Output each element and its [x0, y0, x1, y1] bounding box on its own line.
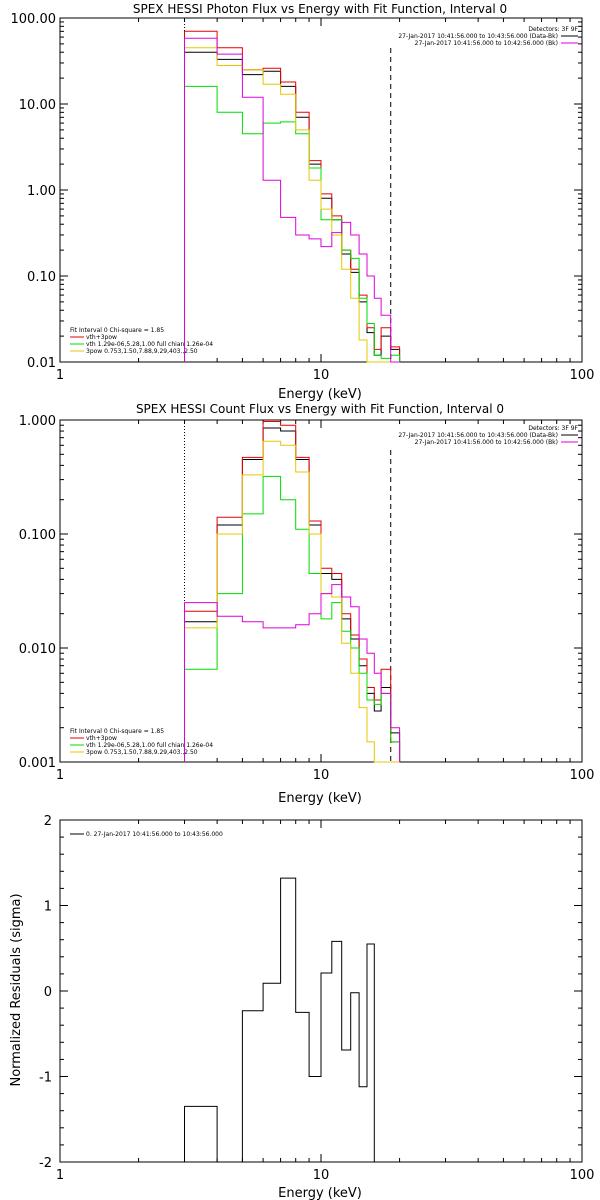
count-flux-x-tick-label: 100 — [570, 768, 595, 783]
residuals-x-tick-label: 1 — [56, 1168, 64, 1183]
photon-fit-legend-2: vth 1.29e-06,5.28,1.00 full chian 1.26e-… — [86, 341, 213, 348]
photon-fit-legend-1: vth+3pow — [86, 334, 117, 341]
photon-flux-y-tick-label: 0.01 — [27, 356, 56, 371]
count-flux-y-tick-label: 0.100 — [19, 528, 56, 543]
residuals-y-tick-label: 0 — [44, 985, 52, 1000]
residuals-y-tick-label: 2 — [44, 814, 52, 829]
photon-time-label-bk: 27-Jan-2017 10:41:56.000 to 10:42:56.000… — [415, 40, 558, 47]
photon-time-label-data: 27-Jan-2017 10:41:56.000 to 10:43:56.000… — [398, 33, 558, 40]
photon-flux-panel: SPEX HESSI Photon Flux vs Energy with Fi… — [11, 2, 595, 402]
residuals-ylabel: Normalized Residuals (sigma) — [9, 893, 24, 1086]
count-flux-x-tick-label: 10 — [313, 768, 330, 783]
residuals-y-tick-label: -1 — [39, 1071, 52, 1086]
count-fit-legend-2: vth 1.29e-06,5.28,1.00 full chian 1.26e-… — [86, 742, 213, 749]
count-flux-y-tick-label: 1.000 — [19, 414, 56, 429]
residuals-y-tick-label: 1 — [44, 900, 52, 915]
count-flux-y-tick-label: 0.001 — [19, 756, 56, 771]
count-flux-series-1-step-line — [184, 421, 401, 762]
residuals-legend-label: 0. 27-Jan-2017 10:41:56.000 to 10:43:56.… — [86, 831, 223, 838]
photon-flux-x-tick-label: 100 — [570, 368, 595, 383]
count-flux-y-tick-label: 0.010 — [19, 642, 56, 657]
count-fit-legend-3: 3pow 0.753,1.50,7.88,9.29,403.,2.50 — [86, 749, 198, 756]
count-flux-title: SPEX HESSI Count Flux vs Energy with Fit… — [136, 402, 504, 416]
residuals-series-0-step-line — [184, 877, 375, 1163]
photon-fit-legend-3: 3pow 0.753,1.50,7.88,9.29,403.,2.50 — [86, 348, 198, 355]
count-flux-series-4-step-line — [184, 584, 401, 762]
count-flux-series-3-step-line — [184, 440, 400, 763]
photon-flux-y-tick-label: 1.00 — [27, 184, 56, 199]
photon-fit-legend-0: Fit Interval 0 Chi-square = 1.85 — [70, 327, 164, 334]
residuals-panel: Energy (keV) Normalized Residuals (sigma… — [9, 814, 594, 1200]
residuals-x-tick-label: 10 — [313, 1168, 330, 1183]
photon-flux-series-2-step-line — [184, 85, 401, 362]
count-fit-legend-0: Fit Interval 0 Chi-square = 1.85 — [70, 728, 164, 735]
count-flux-xlabel: Energy (keV) — [278, 791, 362, 806]
photon-flux-series-4-step-line — [184, 37, 400, 363]
photon-flux-y-tick-label: 10.00 — [19, 98, 56, 113]
count-flux-series-0-step-line — [184, 427, 401, 762]
photon-flux-x-tick-label: 10 — [313, 368, 330, 383]
photon-flux-y-tick-label: 100.00 — [11, 12, 57, 27]
count-fit-legend-1: vth+3pow — [86, 735, 117, 742]
photon-flux-xlabel: Energy (keV) — [278, 387, 362, 402]
residuals-y-tick-label: -2 — [39, 1156, 52, 1171]
photon-flux-x-tick-label: 1 — [56, 368, 64, 383]
photon-flux-y-tick-label: 0.10 — [27, 270, 56, 285]
residuals-xlabel: Energy (keV) — [278, 1186, 362, 1200]
count-time-label-bk: 27-Jan-2017 10:41:56.000 to 10:42:56.000… — [415, 439, 558, 446]
count-time-label-data: 27-Jan-2017 10:41:56.000 to 10:43:56.000… — [398, 432, 558, 439]
count-detectors-label: Detectors: 3F 9F — [528, 425, 578, 432]
photon-flux-title: SPEX HESSI Photon Flux vs Energy with Fi… — [133, 2, 507, 16]
count-flux-series-2-step-line — [184, 475, 401, 762]
count-flux-panel: SPEX HESSI Count Flux vs Energy with Fit… — [19, 402, 595, 806]
count-flux-x-tick-label: 1 — [56, 768, 64, 783]
photon-detectors-label: Detectors: 3F 9F — [528, 26, 578, 33]
residuals-x-tick-label: 100 — [570, 1168, 595, 1183]
